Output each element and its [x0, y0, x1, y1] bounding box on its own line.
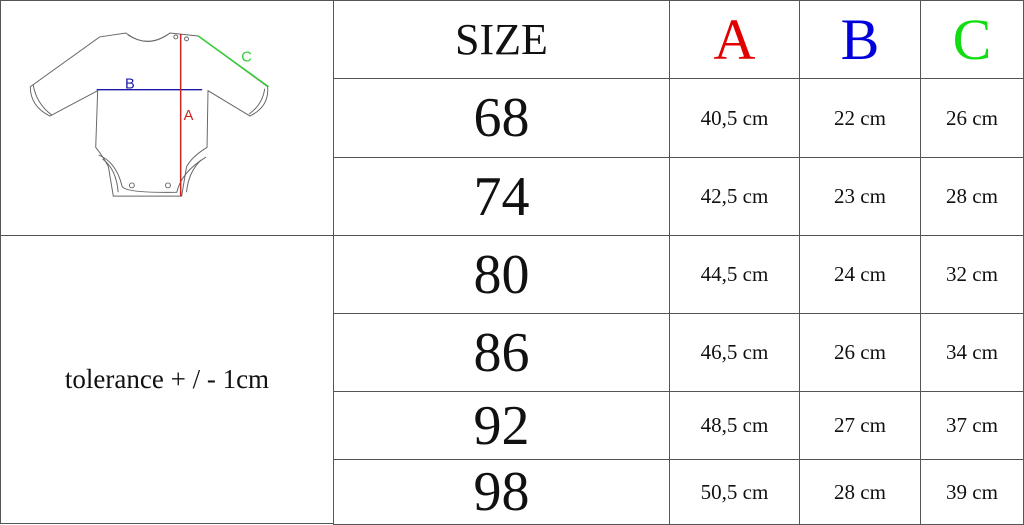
table-cell-c: 26 cm — [920, 78, 1024, 158]
table-cell-a: 48,5 cm — [669, 391, 800, 460]
cell-value: 26 cm — [834, 340, 886, 364]
header-a: A — [669, 0, 800, 79]
header-b: B — [799, 0, 921, 79]
header-a-label: A — [713, 7, 756, 72]
table-cell-b: 28 cm — [799, 459, 921, 525]
cell-value: 92 — [473, 394, 530, 457]
table-cell-c: 28 cm — [920, 157, 1024, 236]
header-size: SIZE — [333, 0, 670, 79]
cell-value: 32 cm — [946, 262, 998, 286]
table-cell-c: 37 cm — [920, 391, 1024, 460]
cell-value: 24 cm — [834, 262, 886, 286]
table-cell-size: 68 — [333, 78, 670, 158]
table-cell-size: 98 — [333, 459, 670, 525]
table-cell-b: 23 cm — [799, 157, 921, 236]
tolerance-cell: tolerance + / - 1cm — [0, 235, 334, 524]
label-a: A — [184, 108, 194, 124]
bodysuit-diagram: B A C — [29, 32, 269, 197]
table-cell-a: 42,5 cm — [669, 157, 800, 236]
diagram-cell: B A C — [0, 0, 334, 236]
cell-value: 22 cm — [834, 105, 886, 130]
table-cell-b: 22 cm — [799, 78, 921, 158]
cell-value: 42,5 cm — [700, 184, 769, 208]
table-cell-a: 44,5 cm — [669, 235, 800, 314]
table-cell-b: 24 cm — [799, 235, 921, 314]
table-cell-c: 32 cm — [920, 235, 1024, 314]
header-size-label: SIZE — [455, 15, 548, 64]
table-cell-b: 26 cm — [799, 313, 921, 392]
table-cell-a: 40,5 cm — [669, 78, 800, 158]
tolerance-text: tolerance + / - 1cm — [64, 364, 270, 394]
cell-value: 27 cm — [834, 413, 886, 437]
cell-value: 28 cm — [834, 479, 886, 504]
cell-value: 34 cm — [946, 340, 998, 364]
table-cell-size: 74 — [333, 157, 670, 236]
cell-value: 39 cm — [946, 479, 998, 504]
cell-value: 23 cm — [834, 184, 886, 208]
cell-value: 46,5 cm — [700, 340, 769, 364]
header-b-label: B — [840, 7, 880, 72]
cell-value: 68 — [473, 87, 530, 149]
table-cell-size: 86 — [333, 313, 670, 392]
table-cell-a: 50,5 cm — [669, 459, 800, 525]
header-c: C — [920, 0, 1024, 79]
table-cell-b: 27 cm — [799, 391, 921, 460]
table-cell-c: 39 cm — [920, 459, 1024, 525]
measure-c-line — [197, 35, 269, 88]
cell-value: 44,5 cm — [700, 262, 769, 286]
cell-value: 37 cm — [946, 413, 998, 437]
cell-value: 28 cm — [946, 184, 998, 208]
cell-value: 98 — [473, 461, 530, 523]
label-b: B — [125, 77, 135, 93]
table-cell-size: 80 — [333, 235, 670, 314]
cell-value: 80 — [473, 243, 530, 306]
cell-value: 26 cm — [946, 105, 998, 130]
cell-value: 86 — [473, 321, 530, 384]
cell-value: 74 — [473, 165, 530, 228]
table-cell-c: 34 cm — [920, 313, 1024, 392]
table-cell-size: 92 — [333, 391, 670, 460]
cell-value: 40,5 cm — [700, 105, 769, 130]
header-c-label: C — [952, 7, 992, 72]
cell-value: 48,5 cm — [700, 413, 769, 437]
label-c: C — [241, 49, 252, 65]
table-cell-a: 46,5 cm — [669, 313, 800, 392]
cell-value: 50,5 cm — [700, 479, 769, 504]
